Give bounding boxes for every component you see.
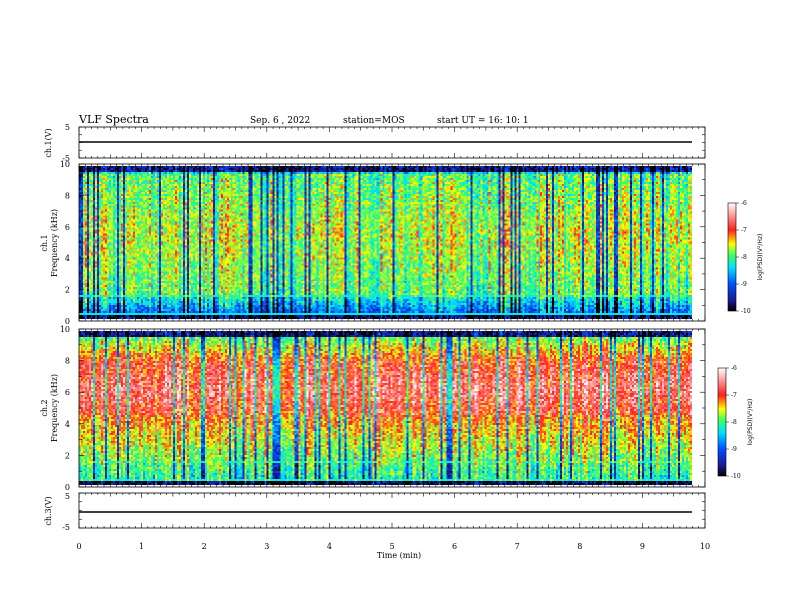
ch3-waveform-frame <box>78 492 706 529</box>
ch2-colorbar-ticks: -6 -7 -8 -9 -10 <box>726 365 741 480</box>
station-label: station=MOS <box>343 116 405 126</box>
freq-tick-label: 0 <box>65 483 70 492</box>
time-tick-label: 4 <box>327 542 332 551</box>
colorbar-tick-label: -6 <box>731 365 737 372</box>
ch1-colorbar-label: log(PSD)(V²/Hz) <box>757 234 764 281</box>
ch2-spectrogram-panel: 0 2 4 6 8 10 ch.2 Frequency (kHz) <box>40 325 706 492</box>
ch1-colorbar-ticks: -6 -7 -8 -9 -10 <box>736 200 751 315</box>
freq-tick-label: 10 <box>60 325 70 334</box>
start-time-label: start UT = 16: 10: 1 <box>437 116 529 126</box>
time-tick-label: 0 <box>76 542 81 551</box>
date-label: Sep. 6 , 2022 <box>250 116 310 126</box>
header: VLF Spectra Sep. 6 , 2022 station=MOS st… <box>78 113 529 126</box>
time-axis-label: Time (min) <box>377 551 421 560</box>
colorbar-tick-label: -9 <box>741 281 747 288</box>
colorbar-tick-label: -10 <box>741 308 751 315</box>
ch3-waveform-panel: 5 -5 ch.3(V) <box>44 492 706 532</box>
freq-tick-label: 0 <box>65 317 70 326</box>
time-tick-label: 10 <box>700 542 710 551</box>
ch1-spectrogram-time-ticks <box>78 164 706 321</box>
ch1-waveform-ticks <box>78 126 706 159</box>
ch2-colorbar-label: log(PSD)(V²/Hz) <box>747 399 754 446</box>
ch3-waveform-ylabel: ch.3(V) <box>44 496 53 525</box>
ch1-colorbar-gradient <box>728 203 736 311</box>
ch3-waveform-ticks <box>78 492 706 529</box>
time-tick-label: 9 <box>640 542 645 551</box>
time-tick-label: 7 <box>515 542 520 551</box>
freq-tick-label: 10 <box>60 160 70 169</box>
time-tick-label: 8 <box>577 542 582 551</box>
colorbar-tick-label: -6 <box>741 200 747 207</box>
ch2-spec-ylabel-frequency: Frequency (kHz) <box>50 374 59 442</box>
freq-tick-label: 6 <box>65 388 70 397</box>
freq-tick-label: 2 <box>65 286 70 295</box>
ch1-spec-ylabel-channel: ch.1 <box>40 234 49 251</box>
freq-tick-label: 8 <box>65 357 70 366</box>
colorbar-tick-label: -9 <box>731 446 737 453</box>
ch1-spectrogram-image <box>79 166 692 319</box>
time-tick-label: 5 <box>389 542 394 551</box>
figure-title: VLF Spectra <box>78 113 149 126</box>
ch1-colorbar: -6 -7 -8 -9 -10 log(PSD)(V²/Hz) <box>727 200 764 315</box>
time-tick-label: 6 <box>452 542 457 551</box>
ch2-spec-ylabel-channel: ch.2 <box>40 399 49 416</box>
ch1-waveform-panel: 5 -5 ch.1(V) <box>44 123 706 163</box>
colorbar-tick-label: -10 <box>731 473 741 480</box>
colorbar-tick-label: -8 <box>731 419 737 426</box>
freq-tick-label: 4 <box>65 420 70 429</box>
ch2-freq-ticks: 0 2 4 6 8 10 <box>60 325 705 492</box>
ch1-ytick-bottom: -5 <box>62 154 70 163</box>
freq-tick-label: 4 <box>65 254 70 263</box>
ch1-freq-ticks: 0 2 4 6 8 10 <box>60 160 705 326</box>
colorbar-tick-label: -7 <box>731 392 737 399</box>
ch1-ytick-top: 5 <box>65 123 70 132</box>
ch2-spectrogram-image <box>79 331 692 485</box>
time-tick-label: 2 <box>202 542 207 551</box>
ch2-colorbar-gradient <box>718 368 726 476</box>
time-tick-label: 3 <box>264 542 269 551</box>
ch1-waveform-ylabel: ch.1(V) <box>44 128 53 157</box>
freq-tick-label: 8 <box>65 191 70 200</box>
ch1-spec-ylabel-frequency: Frequency (kHz) <box>50 209 59 277</box>
ch1-spectrogram-panel: 0 2 4 6 8 10 ch.1 Frequency (kHz) <box>40 160 706 326</box>
colorbar-tick-label: -7 <box>741 227 747 234</box>
ch3-ytick-bottom: -5 <box>62 523 70 532</box>
time-tick-label: 1 <box>139 542 144 551</box>
freq-tick-label: 6 <box>65 223 70 232</box>
freq-tick-label: 2 <box>65 451 70 460</box>
ch2-colorbar: -6 -7 -8 -9 -10 log(PSD)(V²/Hz) <box>717 365 754 480</box>
ch2-spectrogram-time-ticks <box>78 329 706 487</box>
colorbar-tick-label: -8 <box>741 254 747 261</box>
ch3-ytick-top: 5 <box>65 492 70 501</box>
time-axis: 0 1 2 3 4 5 6 7 8 9 10 <box>76 542 710 551</box>
